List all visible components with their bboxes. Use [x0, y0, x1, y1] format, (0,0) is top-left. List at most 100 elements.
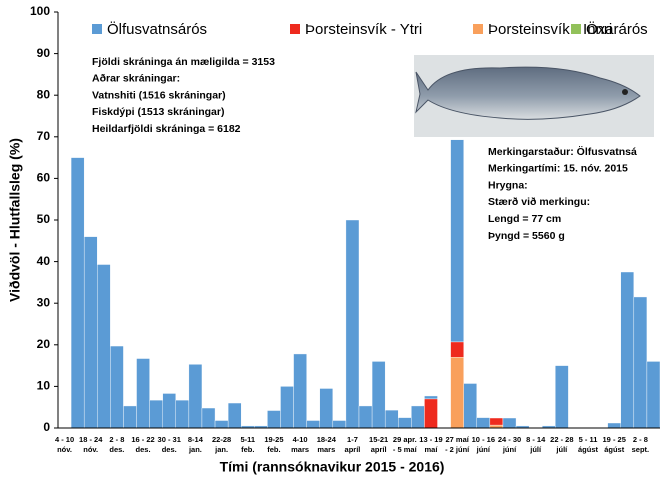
- bar-segment: [162, 393, 176, 429]
- x-tick-label-line: apríl: [345, 445, 361, 454]
- legend-swatch: [92, 24, 102, 34]
- y-tick-label: 10: [37, 379, 51, 393]
- bar-segment: [476, 417, 491, 429]
- legend-swatch: [290, 24, 300, 34]
- bar-segment: [280, 386, 294, 429]
- y-tick-label: 90: [37, 46, 51, 60]
- legend-label: Þorsteinsvík - Innri: [488, 21, 612, 38]
- x-axis-title: Tími (rannsóknavikur 2015 - 2016): [220, 459, 445, 475]
- x-tick-label-line: 2 - 8: [109, 435, 124, 444]
- x-tick-label: 18 - 24 nóv.: [79, 435, 103, 454]
- bar-segment: [123, 405, 137, 429]
- x-tick-label: 18-24 mars: [317, 435, 337, 454]
- x-tick-label-line: 19-25: [264, 435, 283, 444]
- annotation: Fjöldi skráninga án mæligilda = 3153: [92, 56, 275, 68]
- x-tick-label-line: feb.: [267, 445, 280, 454]
- x-tick-label-line: ágúst: [604, 445, 625, 454]
- x-tick-label-line: des.: [136, 445, 151, 454]
- legend-swatch: [571, 24, 581, 34]
- annotation: Fiskdýpi (1513 skráningar): [92, 106, 224, 118]
- bar-segment: [398, 417, 412, 429]
- x-tick-label-line: - 2 júní: [445, 445, 470, 454]
- x-tick-label: 29 apr. - 5 maí: [393, 435, 418, 454]
- bar-segment: [489, 417, 504, 426]
- bar-segment: [227, 402, 242, 429]
- x-tick-label-line: 22-28: [212, 435, 231, 444]
- bar-segment: [450, 139, 464, 343]
- bar-segment: [175, 399, 190, 429]
- x-tick-label-line: sept.: [632, 445, 650, 454]
- x-tick-label-line: 4 - 10: [55, 435, 74, 444]
- bar-segment: [450, 341, 464, 358]
- bar-segment: [424, 398, 438, 429]
- x-tick-label-line: mars: [291, 445, 309, 454]
- bar-segment: [149, 399, 163, 429]
- x-tick-label: 16 - 22 des.: [131, 435, 154, 454]
- x-tick-label: 27 maí - 2 júní: [445, 435, 470, 454]
- y-tick-label: 80: [37, 87, 51, 101]
- x-tick-label-line: ágúst: [578, 445, 599, 454]
- annotation: Merkingarstaður: Ölfusvatnsá: [488, 145, 637, 158]
- bar-segment: [214, 420, 229, 429]
- x-tick-label: 30 - 31 des.: [158, 435, 181, 454]
- legend-label: Ölfusvatnsárós: [107, 20, 207, 38]
- annotation: Heildarfjöldi skráninga = 6182: [92, 123, 241, 135]
- bar-segment: [83, 236, 98, 429]
- x-tick-label: 8-14 jan.: [188, 435, 204, 454]
- bar-segment: [306, 420, 320, 429]
- annotation: Lengd = 77 cm: [488, 213, 561, 225]
- x-tick-label-line: 5-11: [240, 435, 255, 444]
- bar-segment: [646, 361, 661, 429]
- y-tick-label: 50: [37, 212, 51, 226]
- x-tick-label-line: 27 maí: [445, 435, 469, 444]
- x-tick-label: 19-25 feb.: [264, 435, 283, 454]
- x-tick-label-line: 29 apr.: [393, 435, 417, 444]
- x-tick-label-line: feb.: [241, 445, 254, 454]
- x-tick-label: 2 - 8 sept.: [632, 435, 650, 454]
- x-tick-label-line: des.: [109, 445, 124, 454]
- y-tick-label: 30: [37, 295, 51, 309]
- x-tick-label-line: - 5 maí: [393, 445, 418, 454]
- x-tick-label-line: 18-24: [317, 435, 337, 444]
- x-tick-label-line: nóv.: [57, 445, 72, 454]
- annotation: Þyngd = 5560 g: [488, 230, 565, 242]
- x-tick-label: 13 - 19 maí: [419, 435, 442, 454]
- bar-segment: [332, 420, 347, 429]
- legend-swatch: [473, 24, 483, 34]
- x-tick-label-line: 24 - 30: [498, 435, 521, 444]
- x-tick-label-line: júní: [502, 445, 517, 454]
- bar-segment: [384, 409, 399, 429]
- x-tick-label-line: nóv.: [83, 445, 98, 454]
- bar-segment: [463, 383, 477, 429]
- bar-segment: [188, 364, 203, 429]
- x-tick-label-line: 30 - 31: [158, 435, 181, 444]
- y-tick-label: 70: [37, 129, 51, 143]
- y-tick-label: 0: [43, 420, 50, 434]
- annotation: Hrygna:: [488, 179, 528, 191]
- annotation: Stærð við merkingu:: [488, 196, 590, 208]
- bar-segment: [411, 405, 425, 429]
- x-tick-label-line: júní: [476, 445, 491, 454]
- x-tick-label-line: 10 - 16: [472, 435, 495, 444]
- bar-segment: [293, 353, 307, 429]
- bar-segment: [70, 157, 85, 429]
- x-tick-label: 1-7 apríl: [345, 435, 361, 454]
- y-tick-label: 20: [37, 337, 51, 351]
- x-tick-label-line: 18 - 24: [79, 435, 103, 444]
- x-tick-label-line: jan.: [188, 445, 202, 454]
- y-tick-label: 100: [30, 4, 50, 18]
- x-tick-label-line: 8 - 14: [526, 435, 546, 444]
- x-tick-label-line: apríl: [371, 445, 387, 454]
- x-tick-label-line: 1-7: [347, 435, 358, 444]
- bar-segment: [555, 365, 569, 429]
- x-tick-label: 4-10 mars: [291, 435, 309, 454]
- x-tick-label-line: 22 - 28: [550, 435, 573, 444]
- x-tick-label-line: júlí: [529, 445, 542, 454]
- x-tick-label-line: 5 - 11: [579, 435, 598, 444]
- x-tick-label-line: 4-10: [293, 435, 308, 444]
- x-tick-label: 4 - 10 nóv.: [55, 435, 74, 454]
- bar-segment: [201, 407, 216, 429]
- annotation: Aðrar skráningar:: [92, 73, 180, 85]
- bar-segment: [319, 388, 334, 429]
- x-tick-label: 5-11 feb.: [240, 435, 255, 454]
